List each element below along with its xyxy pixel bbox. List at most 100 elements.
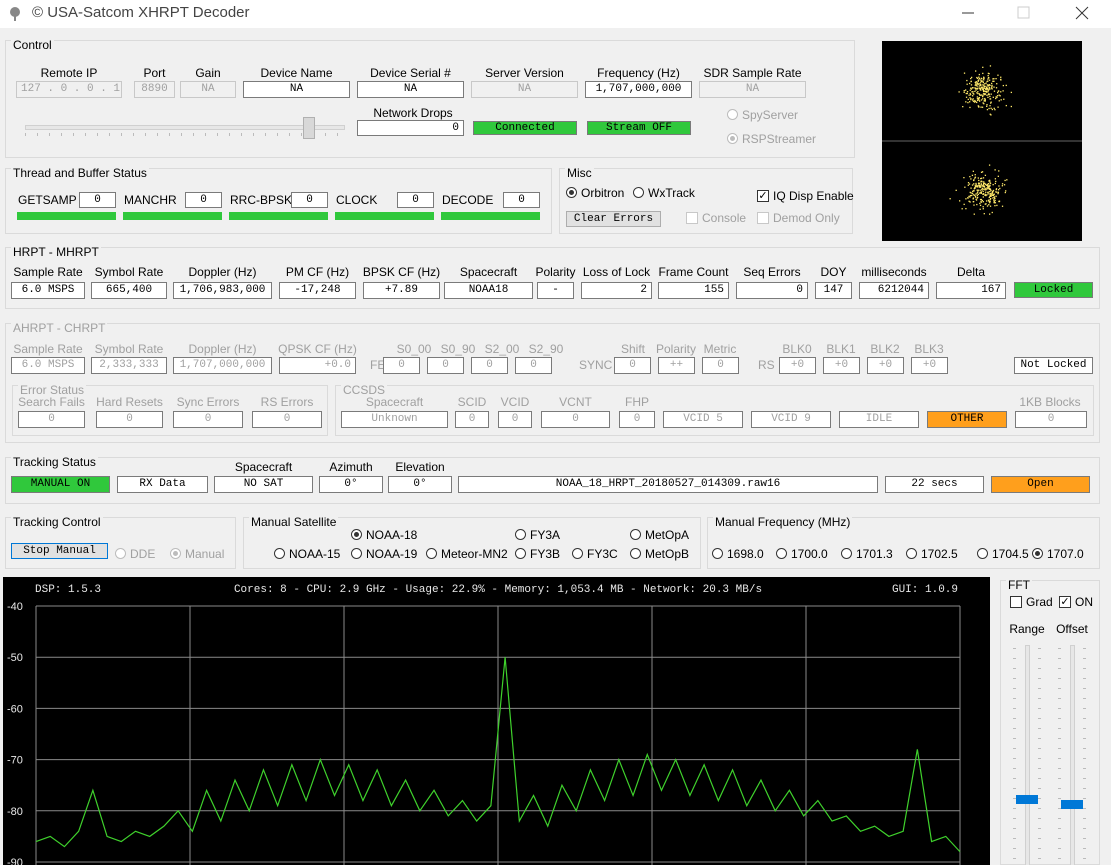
checkbox[interactable]: ✓ — [1059, 596, 1071, 608]
value-box: RX Data — [117, 476, 208, 493]
radio-button[interactable] — [712, 548, 723, 559]
radio-button[interactable] — [727, 133, 738, 144]
value-box: +7.89 — [363, 282, 440, 299]
field-label: SDR Sample Rate — [703, 66, 802, 80]
radio-button[interactable] — [515, 548, 526, 559]
checkbox-label: ON — [1075, 595, 1093, 609]
radio-button[interactable] — [351, 548, 362, 559]
radio-button[interactable] — [572, 548, 583, 559]
buffer-bar — [17, 212, 116, 220]
radio-button[interactable] — [776, 548, 787, 559]
radio-button[interactable] — [727, 109, 738, 120]
file-name: NOAA_18_HRPT_20180527_014309.raw16 — [458, 476, 878, 493]
radio-button[interactable] — [515, 529, 526, 540]
value-box: NA — [471, 81, 578, 98]
field-label: Metric — [703, 342, 737, 356]
group-title: Error Status — [18, 383, 87, 397]
item-label: GETSAMP — [18, 193, 77, 207]
value-box: 665,400 — [91, 282, 167, 299]
field-label: Polarity — [535, 265, 576, 279]
group-title: Tracking Status — [11, 455, 98, 469]
value-box: +0 — [779, 357, 816, 374]
value-box: Unknown — [341, 411, 448, 428]
vcid-indicator: IDLE — [839, 411, 919, 428]
radio-label: FY3A — [530, 528, 561, 542]
item-label: CLOCK — [336, 193, 378, 207]
value-box: ++ — [658, 357, 695, 374]
field-label: 1KB Blocks — [1019, 395, 1081, 409]
radio-button[interactable] — [906, 548, 917, 559]
group-box — [335, 385, 1094, 436]
radio-label: 1701.3 — [856, 547, 893, 561]
radio-label: RSPStreamer — [742, 132, 817, 146]
field-label: Frame Count — [658, 265, 729, 279]
window-controls[interactable] — [950, 0, 1111, 28]
value-box: NA — [243, 81, 350, 98]
group-box — [5, 40, 855, 158]
field-label: Doppler (Hz) — [188, 265, 257, 279]
radio-button[interactable] — [274, 548, 285, 559]
slider-ticks — [1013, 648, 1016, 865]
field-label: S2_00 — [484, 342, 520, 356]
value-box: 0 — [79, 192, 116, 208]
field-label: BLK1 — [826, 342, 856, 356]
value-box: 0 — [455, 411, 489, 428]
value-box: 2 — [581, 282, 652, 299]
radio-button[interactable] — [977, 548, 988, 559]
checkbox-label: Demod Only — [773, 211, 840, 225]
group-box — [707, 517, 1100, 569]
radio-button[interactable] — [170, 548, 181, 559]
slider-track — [1070, 645, 1075, 865]
value-box: NA — [180, 81, 236, 98]
radio-label: NOAA-15 — [289, 547, 341, 561]
radio-button[interactable] — [630, 529, 641, 540]
field-label: BLK0 — [782, 342, 812, 356]
field-label: Device Name — [260, 66, 333, 80]
radio-button[interactable] — [630, 548, 641, 559]
field-label: QPSK CF (Hz) — [278, 342, 357, 356]
button[interactable]: Stop Manual — [11, 543, 108, 559]
slider-thumb[interactable] — [1016, 795, 1038, 804]
checkbox[interactable] — [757, 212, 769, 224]
group-box — [5, 517, 236, 569]
radio-button[interactable] — [1032, 548, 1043, 559]
value-box: NOAA18 — [444, 282, 533, 299]
button[interactable]: Clear Errors — [566, 211, 661, 227]
field-label: VCNT — [559, 395, 592, 409]
group-title: Manual Satellite — [249, 515, 339, 529]
checkbox[interactable]: ✓ — [757, 190, 769, 202]
radio-button[interactable] — [566, 187, 577, 198]
checkbox[interactable] — [686, 212, 698, 224]
iq-display — [882, 41, 1082, 241]
radio-button[interactable] — [115, 548, 126, 559]
value-box: 0 — [498, 411, 532, 428]
slider-ticks — [1038, 648, 1041, 865]
value-box: +0 — [823, 357, 860, 374]
field-label: Frequency (Hz) — [597, 66, 680, 80]
window-title: © USA-Satcom XHRPT Decoder — [32, 4, 250, 21]
value-box: 6.0 MSPS — [11, 282, 85, 299]
radio-button[interactable] — [841, 548, 852, 559]
radio-label: 1698.0 — [727, 547, 764, 561]
radio-button[interactable] — [633, 187, 644, 198]
open-button[interactable]: Open — [991, 476, 1090, 493]
status-indicator: Connected — [473, 121, 577, 135]
slider-thumb[interactable] — [1061, 800, 1083, 809]
radio-button[interactable] — [426, 548, 437, 559]
radio-label: 1702.5 — [921, 547, 958, 561]
field-label: S0_90 — [440, 342, 476, 356]
radio-label: Orbitron — [581, 186, 625, 200]
checkbox[interactable] — [1010, 596, 1022, 608]
vcid-indicator: VCID 9 — [751, 411, 831, 428]
slider-thumb[interactable] — [303, 117, 315, 139]
radio-button[interactable] — [351, 529, 362, 540]
title-bar — [0, 0, 1111, 28]
group-box — [559, 168, 853, 234]
group-box — [5, 168, 552, 234]
value-box: 0 — [619, 411, 655, 428]
value-box: 155 — [658, 282, 729, 299]
value-box: 22 secs — [885, 476, 984, 493]
gui-version: GUI: 1.0.9 — [892, 584, 958, 596]
field-label: Sync Errors — [176, 395, 240, 409]
field-label: Symbol Rate — [94, 342, 164, 356]
